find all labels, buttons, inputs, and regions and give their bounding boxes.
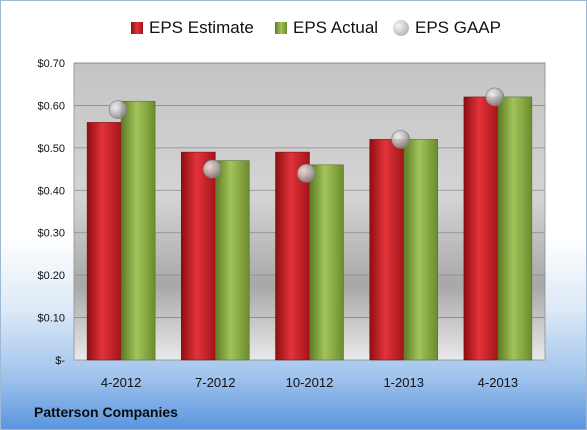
x-tick-label: 4-2013	[478, 375, 518, 390]
actual-swatch	[275, 22, 287, 34]
bar-eps-actual	[497, 96, 533, 361]
point-eps-gaap	[108, 100, 128, 119]
legend-gaap: EPS GAAP	[393, 18, 501, 38]
x-tick-label: 4-2012	[101, 375, 141, 390]
bar-eps-estimate	[181, 151, 216, 361]
point-eps-gaap	[297, 164, 316, 183]
legend: EPS Estimate EPS Actual EPS GAAP	[1, 18, 586, 42]
estimate-swatch	[131, 22, 143, 34]
legend-estimate-label: EPS Estimate	[149, 18, 254, 37]
bar-eps-estimate	[275, 151, 310, 361]
gaap-points	[108, 87, 505, 183]
bar-eps-actual	[403, 139, 438, 361]
bar-eps-actual	[120, 100, 156, 361]
legend-actual: EPS Actual	[275, 18, 378, 38]
y-tick-label: $0.60	[37, 100, 65, 112]
x-tick-label: 1-2013	[383, 375, 423, 390]
y-tick-label: $0.30	[37, 228, 65, 240]
bar-eps-estimate	[86, 122, 122, 361]
bar-eps-actual	[215, 160, 250, 361]
company-name: Patterson Companies	[34, 404, 178, 420]
y-tick-label: $0.70	[37, 58, 65, 70]
y-tick-label: $-	[55, 355, 65, 367]
legend-gaap-label: EPS GAAP	[415, 18, 501, 37]
y-tick-label: $0.50	[37, 143, 65, 155]
legend-actual-label: EPS Actual	[293, 18, 379, 37]
point-eps-gaap	[203, 159, 222, 179]
y-tick-label: $0.20	[37, 270, 65, 282]
bar-eps-estimate	[369, 139, 404, 361]
x-tick-label: 10-2012	[286, 375, 334, 390]
bars	[86, 96, 533, 361]
point-eps-gaap	[485, 87, 505, 107]
x-axis-ticks: 4-2012 7-2012 10-2012 1-2013 4-2013	[101, 375, 518, 390]
legend-estimate: EPS Estimate	[131, 18, 254, 38]
y-axis-ticks: $- $0.10 $0.20 $0.30 $0.40 $0.50 $0.60 $0.70	[37, 58, 65, 367]
y-tick-label: $0.10	[37, 313, 65, 325]
gaap-swatch	[393, 20, 409, 36]
y-tick-label: $0.40	[37, 185, 65, 197]
bar-eps-actual	[309, 164, 344, 361]
point-eps-gaap	[391, 130, 411, 149]
x-tick-label: 7-2012	[195, 375, 235, 390]
bar-eps-estimate	[463, 96, 499, 361]
